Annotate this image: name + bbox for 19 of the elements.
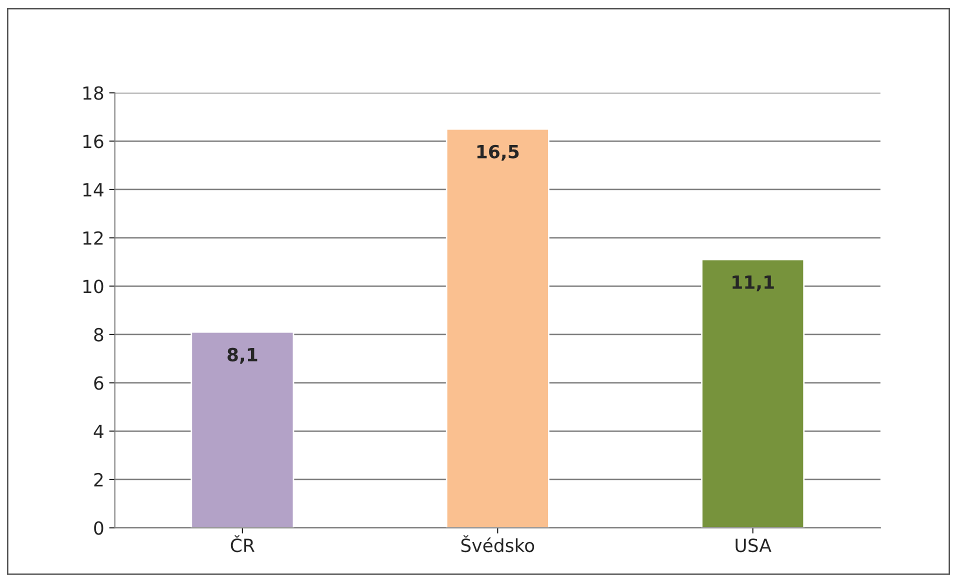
data-label: 11,1 (732, 276, 774, 292)
y-tick-label: 6 (94, 376, 104, 390)
y-tick-label: 0 (94, 521, 104, 535)
x-tick-label: ČR (230, 535, 254, 552)
x-tick-label: USA (736, 538, 772, 552)
y-tick-label: 4 (94, 424, 104, 438)
data-label: 8,1 (228, 348, 258, 364)
y-tick-label: 8 (94, 328, 104, 342)
y-tick-label: 14 (83, 183, 104, 196)
y-tick-label: 10 (83, 280, 104, 294)
y-tick-label: 16 (83, 134, 104, 148)
bar (446, 128, 550, 528)
bar (190, 331, 294, 528)
bar (701, 258, 805, 528)
x-tick-label: Švédsko (461, 535, 534, 552)
y-tick-label: 18 (83, 86, 104, 100)
y-tick-label: 12 (83, 231, 103, 245)
y-tick-label: 2 (94, 472, 103, 486)
data-label: 16,5 (477, 144, 519, 161)
